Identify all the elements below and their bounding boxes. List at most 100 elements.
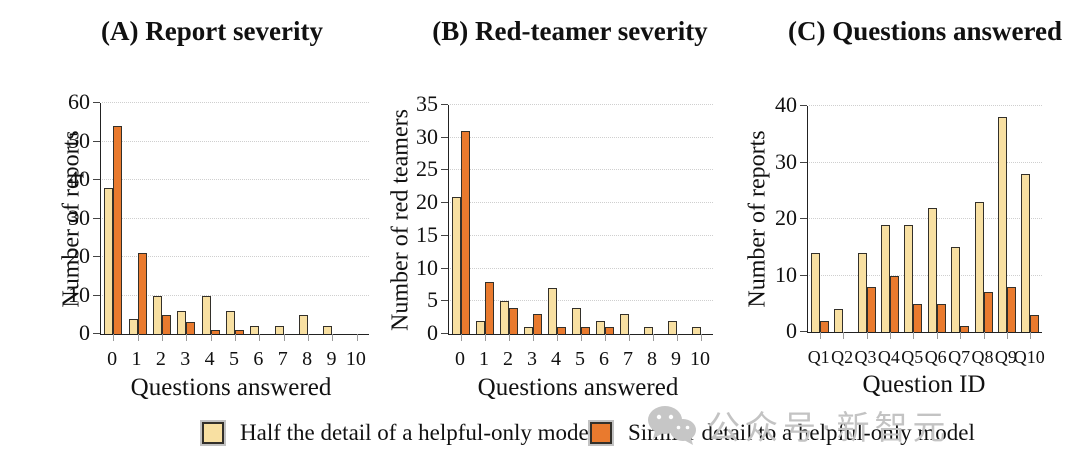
y-axis-tick: [441, 300, 448, 302]
x-axis-tick: [283, 334, 285, 341]
x-axis-tick-label: 9: [671, 348, 681, 370]
chart-title-a: (A) Report severity: [101, 16, 323, 46]
bar-c-series1-q5: [913, 303, 923, 332]
x-axis-tick: [936, 332, 938, 339]
x-axis-tick-label: 1: [479, 348, 489, 370]
x-axis-tick: [557, 334, 558, 341]
x-axis-tick: [485, 334, 486, 341]
legend-item-half-detail: Half the detail of a helpful-only model: [202, 420, 595, 446]
chart-title-b: (B) Red-teamer severity: [432, 16, 708, 46]
x-axis-tick: [1006, 332, 1008, 339]
chart-title-c: (C) Questions answered: [787, 16, 1063, 46]
x-axis-tick-label: 8: [647, 348, 657, 370]
legend-item-similar-detail: Similar detail to a helpful-only model: [590, 420, 975, 446]
x-axis-tick-label: Q8: [971, 347, 994, 367]
x-axis-tick-label: 3: [180, 348, 191, 370]
bar-a-series0-0: [104, 187, 114, 334]
x-axis-tick-label: 0: [455, 348, 465, 370]
x-axis-tick-label: 0: [107, 348, 118, 370]
gridline: [450, 234, 713, 236]
y-axis-tick-label: 0: [786, 318, 797, 343]
y-axis-tick: [441, 202, 448, 204]
bar-b-series0-10: [692, 327, 701, 334]
y-axis-tick-label: 30: [68, 204, 90, 230]
bar-b-series1-2: [509, 307, 518, 334]
x-axis-tick-label: 1: [131, 348, 142, 370]
bar-a-series0-7: [274, 326, 284, 334]
y-axis-tick: [800, 161, 807, 163]
y-axis-tick-label: 10: [775, 261, 797, 287]
y-axis-tick: [441, 267, 448, 269]
x-axis-tick: [259, 334, 261, 341]
x-axis-tick-label: Q1: [807, 347, 830, 367]
gridline: [450, 136, 713, 138]
y-axis-tick: [93, 102, 100, 103]
gridline: [102, 102, 369, 103]
y-axis-tick: [93, 217, 100, 219]
x-axis-tick: [677, 334, 678, 341]
y-axis-tick-label: 0: [79, 320, 90, 345]
bar-c-series1-q4: [889, 275, 899, 332]
gridline: [450, 300, 713, 302]
x-axis-tick-label: Q3: [854, 347, 877, 367]
x-axis-tick: [581, 334, 582, 341]
x-axis-tick-label: 2: [155, 348, 166, 370]
bar-c-series0-q7: [951, 247, 961, 332]
x-axis-tick: [843, 332, 845, 339]
bar-b-series1-3: [533, 314, 542, 334]
y-axis-tick: [441, 104, 448, 105]
y-axis-tick-label: 30: [416, 123, 438, 149]
x-axis-tick: [356, 334, 358, 341]
bar-c-series1-q8: [983, 292, 993, 332]
y-axis-tick-label: 20: [68, 243, 90, 268]
bar-a-series0-9: [323, 326, 333, 334]
y-axis-tick-label: 60: [68, 89, 90, 114]
gridline: [102, 256, 369, 257]
x-axis-tick-label: 6: [253, 348, 264, 370]
x-axis-tick-label: 4: [551, 348, 561, 370]
bar-a-series1-5: [235, 330, 244, 334]
x-axis-tick-label: 3: [527, 348, 537, 370]
bar-b-series0-8: [644, 327, 653, 334]
bar-a-series1-4: [210, 330, 220, 334]
y-axis-tick: [800, 218, 807, 219]
plot-area-c: [800, 105, 1042, 339]
gridline: [450, 267, 713, 269]
x-axis-tick-label: Q10: [1013, 347, 1045, 367]
x-axis-tick: [186, 334, 188, 341]
x-axis-tick: [960, 332, 962, 339]
x-axis-tick-label: 7: [623, 348, 633, 370]
y-axis-tick-label: 0: [427, 320, 438, 345]
bar-c-series0-q9: [997, 117, 1007, 332]
x-axis-tick-label: Q2: [831, 347, 854, 367]
x-axis-tick: [210, 334, 212, 341]
y-axis-tick-label: 20: [775, 205, 797, 230]
bar-b-series1-4: [557, 327, 566, 334]
bar-c-series1-q9: [1006, 286, 1016, 332]
x-axis-tick: [819, 332, 821, 339]
x-axis-tick: [983, 332, 985, 339]
bar-b-series0-5: [572, 307, 581, 334]
y-axis-tick: [93, 294, 100, 296]
bar-c-series0-q6: [927, 207, 937, 332]
x-axis-label-b: Questions answered: [477, 374, 679, 401]
gridline: [809, 105, 1042, 106]
y-axis-tick: [441, 234, 448, 236]
x-axis-tick: [461, 334, 462, 341]
bar-a-series1-2: [161, 314, 171, 334]
bar-c-series0-q1: [810, 252, 820, 332]
y-axis-tick-label: 35: [416, 91, 438, 116]
y-axis-tick: [800, 331, 807, 332]
x-axis-tick-label: 5: [229, 348, 239, 370]
bar-b-series0-7: [620, 314, 629, 334]
bar-b-series0-1: [476, 320, 485, 334]
bar-b-series1-6: [605, 327, 614, 334]
legend-label-half-detail: Half the detail of a helpful-only model: [240, 420, 596, 445]
y-axis-tick: [441, 333, 448, 334]
x-axis-tick-label: 5: [575, 348, 585, 370]
bar-c-series1-q6: [936, 303, 946, 332]
x-axis-tick: [332, 334, 334, 341]
x-axis-tick: [161, 334, 163, 341]
bar-a-series0-6: [250, 326, 260, 334]
bar-c-series1-q3: [866, 286, 876, 332]
